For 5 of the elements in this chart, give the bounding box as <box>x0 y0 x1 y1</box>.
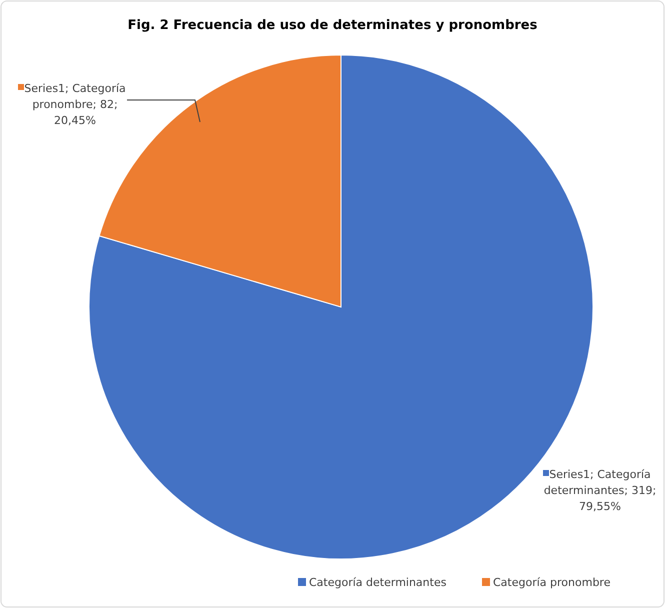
legend-label: Categoría determinantes <box>309 576 447 589</box>
chart-title: Fig. 2 Frecuencia de uso de determinates y pronombres <box>128 18 538 33</box>
data-label: Series1; Categoría determinantes; 319; 79,55% <box>544 468 656 513</box>
data-label: Series1; Categoría pronombre; 82; 20,45% <box>24 82 126 127</box>
legend-label: Categoría pronombre <box>493 576 611 589</box>
